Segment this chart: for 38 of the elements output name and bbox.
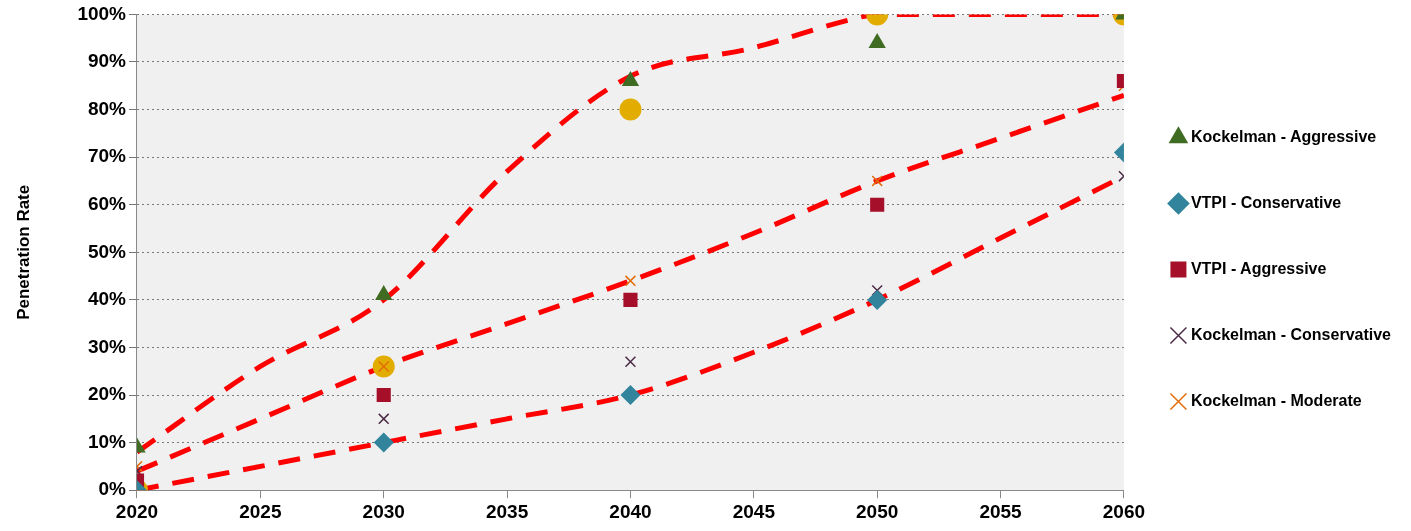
y-tick-label: 80% [87, 97, 127, 119]
legend-label: Kockelman - Conservative [1190, 325, 1392, 343]
legend-label: VTPI - Conservative [1190, 193, 1342, 211]
point [620, 385, 641, 406]
y-axis-title: Penetration Rate [13, 184, 33, 320]
point [372, 355, 395, 378]
x-tick-label: 2035 [485, 500, 529, 522]
x-tick-label: 2030 [362, 500, 405, 522]
x-tick-label: 2050 [856, 500, 899, 522]
x-tick-label: 2055 [979, 500, 1023, 522]
point [376, 387, 391, 403]
y-tick-label: 90% [87, 50, 127, 72]
legend-label: Kockelman - Aggressive [1190, 127, 1377, 145]
point [624, 275, 637, 287]
point [623, 292, 638, 307]
y-tick-label: 50% [87, 240, 127, 262]
y-tick-label: 70% [87, 145, 127, 167]
y-tick-label: 0% [98, 478, 127, 500]
x-tick-label: 2040 [609, 500, 652, 522]
x-tick-label: 2045 [732, 500, 776, 522]
y-tick-label: 40% [87, 288, 127, 310]
y-tick-label: 30% [87, 335, 127, 357]
y-tick-label: 20% [87, 383, 127, 405]
legend-label: Kockelman - Moderate [1190, 391, 1362, 409]
point [867, 289, 888, 310]
point [871, 175, 883, 187]
y-tick-label: 100% [77, 2, 127, 24]
point [870, 197, 885, 212]
x-tick-label: 2025 [239, 500, 282, 522]
point [373, 432, 394, 453]
point [378, 413, 390, 425]
x-tick-label: 2020 [115, 500, 159, 522]
y-tick-label: 60% [87, 192, 127, 214]
y-tick-label: 10% [87, 430, 127, 452]
x-tick-label: 2060 [1102, 500, 1146, 522]
legend-label: VTPI - Aggressive [1190, 259, 1327, 277]
point [619, 98, 642, 121]
point [624, 356, 637, 368]
